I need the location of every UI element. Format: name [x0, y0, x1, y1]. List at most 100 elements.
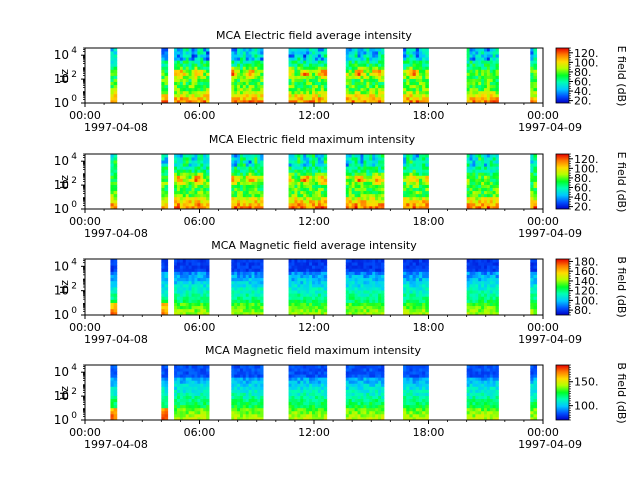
spectrogram-segment: [161, 259, 169, 316]
y-tick-exponent: 2: [71, 70, 77, 80]
spectrogram-image: [110, 48, 538, 104]
panel-electric-maximum: MCA Electric field maximum intensity Hz …: [54, 133, 628, 240]
y-tick-label: 10: [54, 308, 69, 322]
spectrogram-segment: [530, 154, 538, 210]
y-tick-exponent: 0: [71, 411, 77, 421]
colorbar-tick-label: 40.: [574, 191, 592, 204]
colorbar-gradient: [555, 364, 570, 421]
spectrogram-segment: [231, 365, 264, 421]
spectrogram-segment: [403, 154, 429, 210]
spectrogram-segment: [161, 48, 169, 104]
panel-magnetic-average: MCA Magnetic field average intensity Hz …: [54, 239, 628, 346]
spectrogram-segment: [466, 365, 499, 421]
x-tick-label: 00:00: [69, 426, 101, 439]
x-tick-label: 00:00: [69, 321, 101, 334]
y-axis-label: Hz: [58, 69, 71, 83]
spectrogram-segment: [161, 365, 169, 421]
colorbar-gradient: [555, 153, 570, 210]
spectrogram-segment: [288, 259, 328, 316]
y-tick-label: 10: [54, 389, 69, 403]
y-tick-exponent: 4: [71, 363, 77, 373]
x-tick-label: 06:00: [184, 426, 216, 439]
colorbar-tick-label: 180.: [574, 255, 599, 268]
spectrogram-segment: [174, 48, 210, 104]
x-start-date: 1997-04-08: [84, 333, 148, 346]
colorbar-tick-label: 100.: [574, 162, 599, 175]
panel-title: MCA Magnetic field average intensity: [211, 239, 417, 252]
panel-title: MCA Electric field average intensity: [216, 29, 412, 42]
x-tick-label: 00:00: [69, 215, 101, 228]
colorbar: 20.40.60.80.100.120.: [555, 153, 599, 214]
spectrogram-segment: [345, 154, 385, 210]
colorbar-label: E field (dB): [615, 46, 628, 107]
spectrogram-segment: [403, 48, 429, 104]
spectrogram-segment: [345, 48, 385, 104]
y-axis-label: Hz: [58, 175, 71, 189]
colorbar-tick-label: 140.: [574, 275, 599, 288]
y-tick-label: 10: [54, 154, 69, 168]
spectrogram-segment: [231, 259, 264, 316]
spectrogram-segment: [110, 259, 118, 316]
x-tick-label: 00:00: [69, 109, 101, 122]
x-tick-label: 12:00: [298, 321, 330, 334]
spectrogram-segment: [288, 365, 328, 421]
colorbar-tick-label: 100.: [574, 294, 599, 307]
spectrogram-segment: [530, 48, 538, 104]
spectrogram-segment: [345, 259, 385, 316]
x-end-date: 1997-04-09: [518, 333, 582, 346]
colorbar: 80.100.120.140.160.180.: [555, 255, 599, 317]
spectrogram-segment: [530, 365, 538, 421]
y-tick-label: 10: [54, 202, 69, 216]
colorbar-tick-label: 80.: [574, 66, 592, 79]
y-tick-label: 10: [54, 178, 69, 192]
colorbar-tick-label: 60.: [574, 75, 592, 88]
colorbar-tick-label: 100.: [574, 400, 599, 413]
spectrogram-segment: [466, 48, 499, 104]
colorbar: 100. 150.: [555, 364, 599, 421]
x-end-date: 1997-04-09: [518, 438, 582, 451]
x-tick-label: 12:00: [298, 215, 330, 228]
x-tick-label: 18:00: [413, 426, 445, 439]
x-end-date: 1997-04-09: [518, 227, 582, 240]
y-tick-label: 10: [54, 284, 69, 298]
y-tick-exponent: 2: [71, 387, 77, 397]
y-tick-exponent: 4: [71, 46, 77, 56]
colorbar-tick-label: 120.: [574, 153, 599, 166]
colorbar-label: B field (dB): [615, 256, 628, 317]
colorbar-label: E field (dB): [615, 152, 628, 213]
colorbar-tick-label: 80.: [574, 304, 592, 317]
x-tick-label: 18:00: [413, 215, 445, 228]
y-tick-label: 10: [54, 48, 69, 62]
y-tick-exponent: 0: [71, 306, 77, 316]
colorbar-tick-label: 120.: [574, 47, 599, 60]
spectrogram-segment: [110, 154, 118, 210]
spectrogram-segment: [174, 259, 210, 316]
x-tick-label: 12:00: [298, 426, 330, 439]
spectrogram-image: [110, 259, 538, 316]
spectrogram-segment: [403, 365, 429, 421]
colorbar-tick-label: 100.: [574, 56, 599, 69]
y-tick-exponent: 0: [71, 200, 77, 210]
x-tick-label: 06:00: [184, 215, 216, 228]
spectrogram-segment: [345, 365, 385, 421]
y-axis-label: Hz: [58, 280, 71, 294]
spectrogram-segment: [288, 154, 328, 210]
x-tick-label: 00:00: [527, 109, 559, 122]
colorbar-tick-label: 60.: [574, 181, 592, 194]
panel-title: MCA Magnetic field maximum intensity: [205, 344, 421, 357]
colorbar-gradient: [555, 47, 570, 104]
x-tick-label: 18:00: [413, 109, 445, 122]
y-tick-label: 10: [54, 365, 69, 379]
spectrogram-segment: [231, 48, 264, 104]
spectrogram-segment: [466, 154, 499, 210]
spectrogram-segment: [466, 259, 499, 316]
